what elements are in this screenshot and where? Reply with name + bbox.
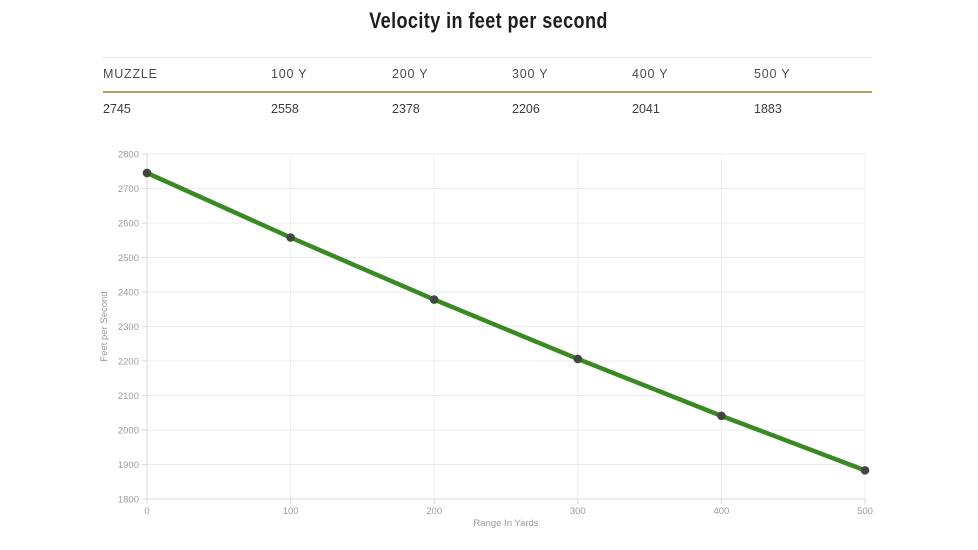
x-tick-label: 0 xyxy=(144,506,149,517)
column-header: 400 Y xyxy=(632,67,669,81)
page-title-text: Velocity in feet per second xyxy=(369,8,609,33)
y-tick-label: 2800 xyxy=(118,150,139,161)
velocity-series-line xyxy=(144,170,868,473)
x-tick-label: 200 xyxy=(426,506,442,517)
column-header: MUZZLE xyxy=(103,67,158,81)
y-tick-label: 1900 xyxy=(118,460,139,471)
y-tick-label: 2600 xyxy=(118,219,139,230)
table-cell: 2378 xyxy=(392,102,420,116)
velocity-table-header-row: MUZZLE 100 Y 200 Y 300 Y 400 Y 500 Y xyxy=(103,58,872,93)
y-tick-label: 2400 xyxy=(118,288,139,299)
column-header: 100 Y xyxy=(271,67,308,81)
x-tick-label: 300 xyxy=(570,506,586,517)
data-point[interactable] xyxy=(860,466,870,475)
column-header: 200 Y xyxy=(392,67,429,81)
column-header: 300 Y xyxy=(512,67,549,81)
y-tick-label: 2700 xyxy=(118,184,139,195)
data-point[interactable] xyxy=(717,411,726,421)
data-point[interactable] xyxy=(142,168,152,178)
column-header: 500 Y xyxy=(754,67,791,81)
y-tick-label: 1800 xyxy=(118,495,139,506)
table-cell: 1883 xyxy=(754,102,782,116)
table-cell: 2558 xyxy=(271,102,299,116)
x-tick-label: 500 xyxy=(857,506,873,517)
y-axis-title: Feet per Second xyxy=(99,291,110,361)
y-tick-label: 2200 xyxy=(118,357,139,368)
y-tick-label: 2300 xyxy=(118,322,139,333)
chart-canvas: 0 100 200 300 400 500 1800 1900 2000 2100 2200 2300… xyxy=(99,150,873,530)
page-title: Velocity in feet per second xyxy=(0,8,978,34)
x-tick-label: 100 xyxy=(283,506,299,517)
table-cell: 2206 xyxy=(512,102,540,116)
x-tick-label: 400 xyxy=(713,506,729,517)
data-point[interactable] xyxy=(286,233,295,242)
y-tick-label: 2000 xyxy=(118,426,139,437)
y-tick-label: 2500 xyxy=(118,253,139,264)
table-cell: 2745 xyxy=(103,102,131,116)
table-cell: 2041 xyxy=(632,102,660,116)
velocity-table-value-row: 2745 2558 2378 2206 2041 1883 xyxy=(103,93,872,125)
data-point[interactable] xyxy=(573,354,583,364)
velocity-chart: 0 100 200 300 400 500 1800 1900 2000 2100 2200 2300… xyxy=(0,145,978,545)
data-point[interactable] xyxy=(429,295,439,304)
x-axis-title: Range In Yards xyxy=(473,518,538,529)
y-tick-label: 2100 xyxy=(118,391,139,402)
velocity-table: MUZZLE 100 Y 200 Y 300 Y 400 Y 500 Y 2745 2558… xyxy=(103,57,872,125)
